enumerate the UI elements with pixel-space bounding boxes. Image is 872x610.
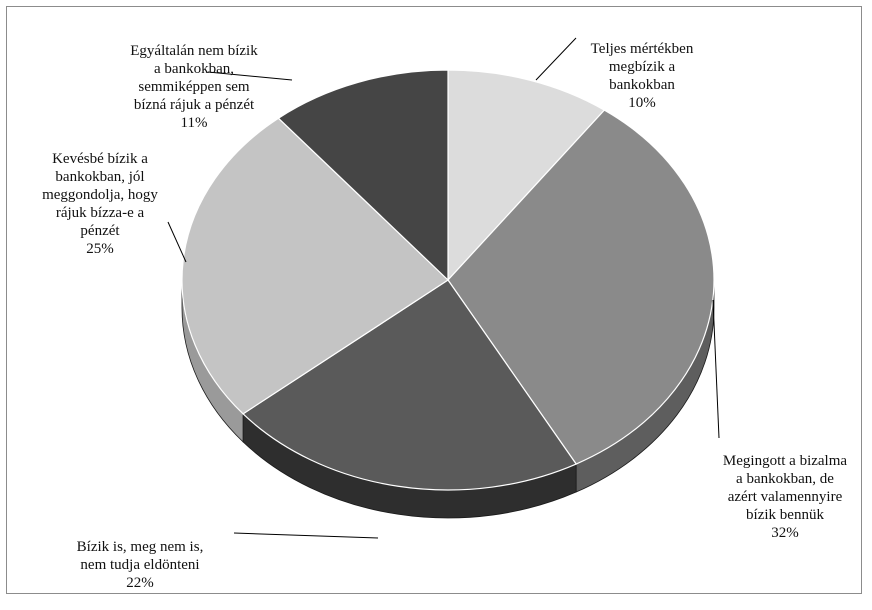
leader-line-1 — [712, 299, 720, 439]
leader-lines — [167, 37, 720, 539]
leader-line-3 — [167, 221, 187, 263]
slice-4 — [277, 69, 449, 282]
slice-label-0: Teljes mértékben megbízik a bankokban 10% — [590, 41, 694, 111]
slice-2 — [242, 279, 578, 491]
slice-label-3: Kevésbé bízik a bankokban, jól meggondol… — [42, 151, 158, 257]
slice-label-4: Egyáltalán nem bízik a bankokban, semmik… — [130, 43, 258, 131]
slice-0 — [447, 69, 606, 282]
slice-label-1: Megingott a bizalma a bankokban, de azér… — [722, 453, 848, 541]
slice-label-2: Bízik is, meg nem is, nem tudja eldönten… — [76, 539, 204, 591]
leader-line-2 — [233, 532, 379, 539]
leader-line-0 — [535, 37, 577, 81]
slice-1 — [447, 109, 715, 465]
leader-line-4 — [207, 71, 293, 81]
pie-tops — [181, 69, 715, 491]
slice-3 — [181, 117, 449, 415]
